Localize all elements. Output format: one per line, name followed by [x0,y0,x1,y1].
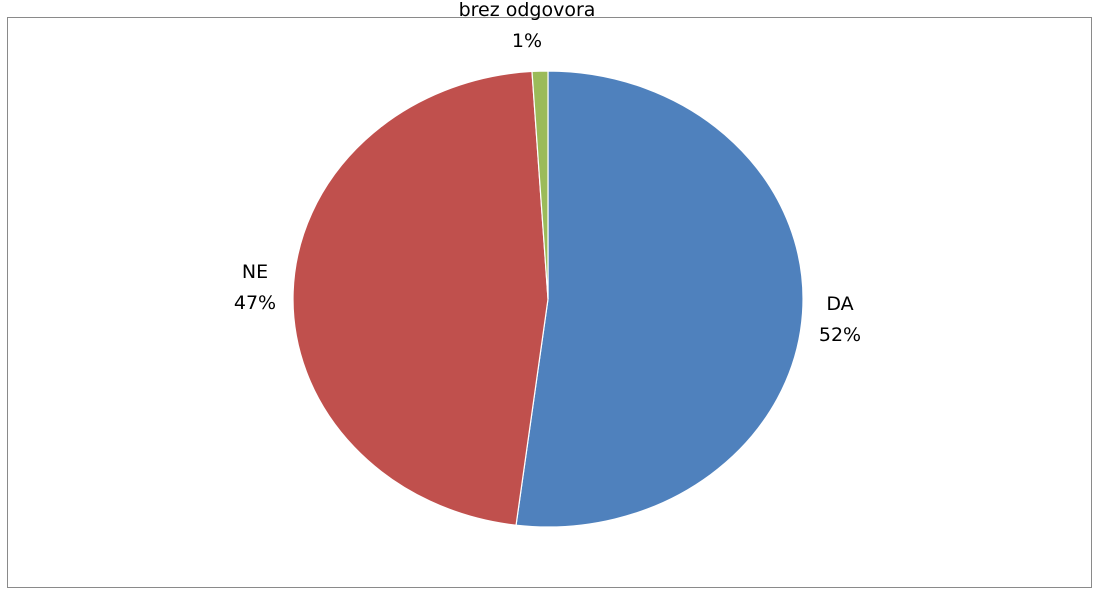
pie-slice-ne [292,70,549,526]
slice-percent-label: 1% [512,30,542,52]
slice-category-label: DA [826,293,853,315]
pie-slice-da [515,70,804,528]
pie-labels: DA 52% NE 47% brez odgovora 1% [234,0,861,346]
slice-category-label: brez odgovora [459,0,596,21]
slice-percent-label: 47% [234,292,276,314]
slice-percent-label: 52% [819,324,861,346]
pie-slice-brez-odgovora [531,70,549,300]
pie-slices [292,70,804,528]
slice-category-label: NE [242,261,268,283]
